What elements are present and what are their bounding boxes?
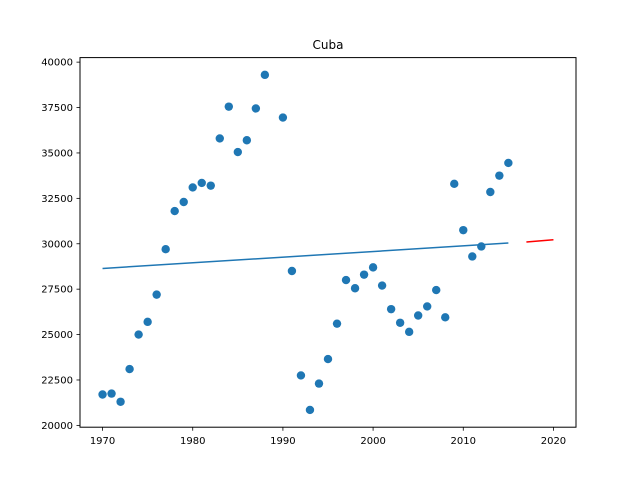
data-point xyxy=(233,147,243,157)
y-tick-label: 35000 xyxy=(41,148,73,159)
data-point xyxy=(377,281,387,290)
data-point xyxy=(368,263,378,272)
axes-frame xyxy=(79,57,577,428)
data-point xyxy=(341,275,351,285)
data-point xyxy=(296,371,306,380)
data-point xyxy=(423,302,432,311)
data-point xyxy=(477,242,486,251)
data-point xyxy=(404,327,414,337)
data-point xyxy=(125,364,134,374)
data-point xyxy=(179,197,188,207)
data-point xyxy=(116,397,125,406)
x-tick-label: 2020 xyxy=(541,436,566,447)
x-tick-label: 2000 xyxy=(360,436,385,447)
data-point xyxy=(459,225,468,235)
y-tick-label: 40000 xyxy=(41,58,73,69)
data-point xyxy=(395,318,405,327)
data-point xyxy=(495,171,504,180)
x-tick-label: 1970 xyxy=(90,436,115,447)
chart-title: Cuba xyxy=(313,38,344,52)
data-point xyxy=(107,389,116,398)
y-tick-label: 27500 xyxy=(41,285,73,296)
y-tick-label: 30000 xyxy=(41,239,73,250)
data-point xyxy=(504,158,513,168)
data-point xyxy=(441,313,450,322)
data-point xyxy=(134,330,143,339)
data-point xyxy=(468,252,477,261)
y-axis: 20000 22500 25000 27500 30000 32500 35000 37500… xyxy=(41,58,80,432)
data-point xyxy=(152,290,161,299)
data-point xyxy=(251,104,261,113)
data-point xyxy=(170,206,179,216)
y-tick-label: 37500 xyxy=(41,103,73,114)
data-point xyxy=(305,405,315,415)
y-tick-label: 20000 xyxy=(41,421,73,432)
data-point xyxy=(161,245,170,254)
data-point xyxy=(215,134,224,143)
data-point xyxy=(323,354,333,364)
data-point xyxy=(350,284,360,293)
trend-line xyxy=(102,242,509,270)
x-tick-label: 1980 xyxy=(180,436,205,447)
data-point xyxy=(197,178,206,188)
data-point xyxy=(450,179,459,189)
data-point xyxy=(206,181,215,190)
x-tick-label: 1990 xyxy=(270,436,295,447)
data-point xyxy=(188,183,197,192)
data-point xyxy=(413,311,423,320)
data-point xyxy=(359,270,369,279)
y-tick-label: 22500 xyxy=(41,375,73,386)
data-point xyxy=(224,102,233,111)
data-point xyxy=(486,187,495,197)
data-point xyxy=(386,304,396,314)
x-axis: 1970 1980 1990 2000 2010 2020 xyxy=(90,427,566,447)
plot-area xyxy=(98,70,554,415)
data-point xyxy=(314,379,324,388)
data-point xyxy=(242,136,252,145)
data-point xyxy=(332,319,342,328)
y-tick-label: 25000 xyxy=(41,330,73,341)
data-point xyxy=(287,266,297,276)
x-tick-label: 2010 xyxy=(451,436,476,447)
y-tick-label: 32500 xyxy=(41,194,73,205)
data-point xyxy=(432,285,441,295)
data-point xyxy=(98,390,107,399)
forecast-line xyxy=(526,239,554,243)
data-point xyxy=(143,317,152,327)
data-point xyxy=(278,113,288,122)
data-point xyxy=(260,70,270,80)
